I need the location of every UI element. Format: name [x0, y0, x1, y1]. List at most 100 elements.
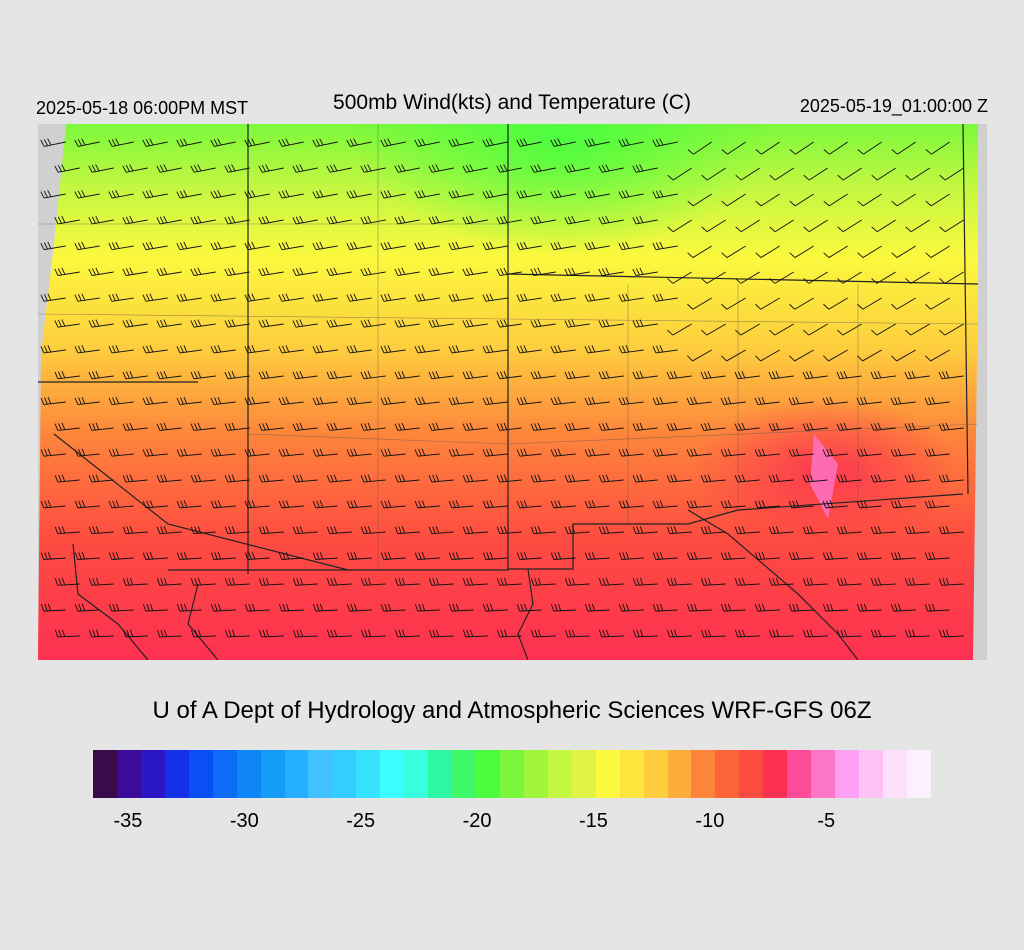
wind-barb	[156, 629, 182, 638]
chart-title: 500mb Wind(kts) and Temperature (C)	[333, 91, 691, 114]
wind-barb	[224, 526, 250, 535]
wind-barb	[462, 371, 488, 380]
colorbar-swatch	[428, 750, 453, 798]
wind-barb	[258, 371, 284, 380]
wind-barb	[190, 629, 216, 638]
wind-barb	[380, 500, 406, 509]
wind-barb	[837, 271, 862, 284]
wind-barb	[292, 577, 318, 586]
colorbar-swatch	[476, 750, 500, 798]
wind-barb	[652, 603, 678, 612]
colorbar-swatch	[595, 750, 620, 798]
wind-barb	[428, 215, 454, 225]
wind-barb	[360, 422, 386, 431]
wind-barb	[802, 629, 828, 638]
wind-barb	[74, 241, 100, 251]
wind-barb	[142, 345, 168, 354]
wind-barb	[768, 474, 794, 483]
wind-barb	[666, 577, 692, 586]
wind-barb	[701, 271, 726, 284]
wind-barb	[721, 297, 746, 310]
wind-barb	[516, 241, 542, 251]
wind-barb	[667, 219, 692, 233]
wind-barb	[108, 138, 134, 147]
wind-barb	[496, 371, 522, 380]
wind-barb	[122, 371, 148, 380]
wind-barb	[516, 552, 542, 560]
colorbar-swatch	[523, 750, 548, 798]
wind-barb	[122, 319, 148, 328]
colorbar-tick-label: -25	[346, 810, 376, 832]
wind-barb	[278, 552, 304, 560]
wind-barb	[380, 603, 406, 612]
wind-barb	[74, 190, 100, 199]
wind-barb	[428, 577, 454, 586]
wind-barb	[88, 215, 114, 225]
colorbar-tick-label: -10	[695, 810, 725, 832]
wind-barb	[88, 474, 114, 483]
wind-barb	[720, 448, 746, 457]
wind-barb	[939, 167, 964, 181]
wind-barb	[360, 319, 386, 328]
wind-barb	[803, 323, 828, 336]
wind-barb	[88, 267, 114, 276]
wind-barb	[516, 448, 542, 457]
local-time-label: 2025-05-18 06:00PM MST	[36, 98, 249, 118]
wind-barb	[871, 323, 896, 336]
wind-barb	[924, 448, 950, 457]
wind-barb	[244, 345, 270, 354]
wind-barb	[122, 422, 148, 431]
wind-barb	[482, 345, 508, 354]
wind-barb	[618, 345, 644, 354]
wind-barb	[312, 241, 338, 251]
wind-barb	[244, 396, 270, 406]
wind-barb	[870, 474, 896, 483]
wind-barb	[462, 215, 488, 225]
wind-barb	[176, 241, 202, 251]
wind-barb	[870, 629, 896, 638]
wind-barb	[701, 323, 726, 336]
colorbar-swatch	[906, 750, 931, 798]
wind-barb	[88, 422, 114, 431]
wind-barb	[721, 349, 746, 362]
wind-barb	[584, 448, 610, 457]
wind-barb	[156, 215, 182, 225]
wind-barb	[482, 190, 508, 199]
wind-barb	[938, 474, 964, 483]
wind-barb	[482, 500, 508, 509]
wind-barb	[584, 603, 610, 612]
wind-barb	[156, 577, 182, 586]
wind-barb	[652, 552, 678, 560]
wind-barb	[564, 629, 590, 638]
wind-barb	[482, 293, 508, 302]
wind-barb	[380, 345, 406, 354]
wind-barb	[54, 629, 80, 638]
wind-barb	[156, 319, 182, 328]
wind-barb	[156, 474, 182, 483]
wind-barb	[244, 241, 270, 251]
wind-barb	[122, 577, 148, 586]
wind-barb	[598, 474, 624, 483]
colorbar-tick-label: -20	[462, 810, 492, 832]
wind-barb	[530, 319, 556, 328]
wind-barb	[74, 396, 100, 406]
wind-barb	[823, 349, 848, 362]
wind-barb	[394, 267, 420, 276]
wind-barb	[448, 241, 474, 251]
wind-barb	[108, 552, 134, 560]
wind-barb	[54, 267, 80, 276]
wind-barb	[788, 552, 814, 560]
wind-barb	[618, 138, 644, 147]
wind-barb	[142, 190, 168, 199]
wind-barb	[380, 448, 406, 457]
wind-barb	[312, 138, 338, 147]
wind-barb	[550, 448, 576, 457]
wind-barb	[686, 603, 712, 612]
colorbar-swatch	[260, 750, 285, 798]
wind-barb	[88, 629, 114, 638]
wind-barb	[822, 552, 848, 560]
wind-barb	[278, 241, 304, 251]
wind-barb	[890, 448, 916, 457]
wind-barb	[550, 500, 576, 509]
wind-barb	[54, 215, 80, 225]
